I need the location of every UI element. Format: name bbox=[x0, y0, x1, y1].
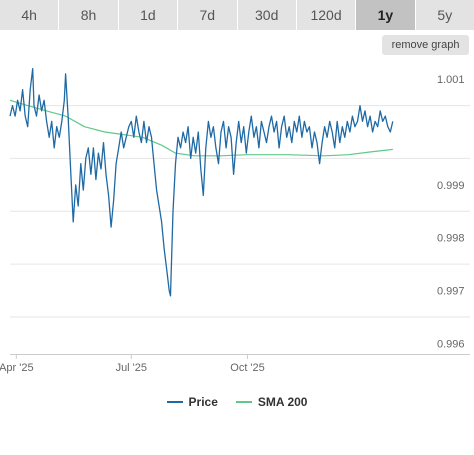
legend-price-label: Price bbox=[188, 395, 218, 409]
tab-30d[interactable]: 30d bbox=[237, 0, 297, 30]
y-tick-label-1: 0.999 bbox=[437, 180, 465, 192]
legend-sma-label: SMA 200 bbox=[257, 395, 308, 409]
tab-1y[interactable]: 1y bbox=[356, 0, 416, 30]
y-tick-label-2: 0.998 bbox=[437, 233, 465, 245]
legend-item-sma[interactable]: SMA 200 bbox=[235, 395, 308, 409]
tab-4h[interactable]: 4h bbox=[0, 0, 60, 30]
tab-120d[interactable]: 120d bbox=[296, 0, 357, 30]
remove-graph-button[interactable]: remove graph bbox=[382, 35, 469, 55]
tab-7d[interactable]: 7d bbox=[178, 0, 238, 30]
y-tick-label-0: 1.001 bbox=[437, 74, 465, 86]
timeframe-tabs: 4h 8h 1d 7d 30d 120d 1y 5y bbox=[0, 0, 474, 30]
x-tick-label-1: Jul '25 bbox=[116, 362, 147, 374]
tab-8h[interactable]: 8h bbox=[59, 0, 119, 30]
y-tick-label-3: 0.997 bbox=[437, 286, 465, 298]
y-tick-label-4: 0.996 bbox=[437, 338, 465, 350]
price-chart: 1.001 0.999 0.998 0.997 0.996 Apr '25 Jul '25 O… bbox=[0, 67, 470, 374]
legend-item-price[interactable]: Price bbox=[166, 395, 218, 409]
chart-legend: Price SMA 200 bbox=[0, 392, 474, 412]
x-tick-label-2: Oct '25 bbox=[230, 362, 265, 374]
price-series-line bbox=[9, 67, 394, 297]
x-tick-label-0: Apr '25 bbox=[0, 362, 34, 374]
legend-sma-swatch bbox=[235, 401, 252, 403]
legend-price-swatch bbox=[166, 401, 183, 403]
tab-5y[interactable]: 5y bbox=[415, 0, 474, 30]
tab-1d[interactable]: 1d bbox=[118, 0, 179, 30]
